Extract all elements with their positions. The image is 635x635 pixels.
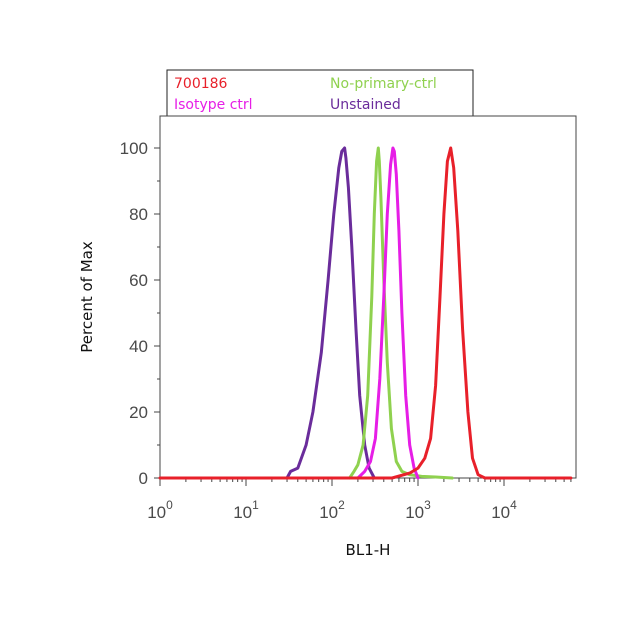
x-tick-label: 100: [147, 498, 173, 522]
legend-item-2: Isotype ctrl: [174, 97, 253, 113]
series-line-unstained: [285, 146, 376, 480]
x-tick-label: 101: [233, 498, 259, 522]
y-axis-title: Percent of Max: [78, 241, 96, 353]
x-tick-base: 10: [405, 503, 424, 522]
x-tick-base: 10: [147, 503, 166, 522]
series-line-isotype-ctrl: [356, 146, 420, 480]
y-tick-label: 20: [129, 403, 148, 422]
legend-box: [166, 69, 474, 117]
x-tick-label: 102: [319, 498, 345, 522]
x-tick-exponent: 1: [252, 498, 259, 512]
x-tick-base: 10: [491, 503, 510, 522]
x-tick-exponent: 3: [424, 498, 431, 512]
legend-item-1: No-primary-ctrl: [330, 76, 437, 92]
y-tick-label: 60: [129, 271, 148, 290]
x-tick-exponent: 0: [166, 498, 173, 512]
x-tick-base: 10: [319, 503, 338, 522]
series-layer: [158, 146, 573, 480]
y-tick-label: 40: [129, 337, 148, 356]
y-tick-label: 100: [120, 139, 148, 158]
x-tick-exponent: 4: [510, 498, 517, 512]
y-tick-label: 0: [139, 469, 148, 488]
x-tick-label: 103: [405, 498, 431, 522]
legend-item-0: 700186: [174, 76, 228, 92]
x-axis-title: BL1-H: [346, 541, 391, 559]
x-tick-exponent: 2: [338, 498, 345, 512]
y-tick-label: 80: [129, 205, 148, 224]
x-tick-label: 104: [491, 498, 517, 522]
legend-item-3: Unstained: [330, 97, 401, 113]
x-tick-base: 10: [233, 503, 252, 522]
legend: 700186 No-primary-ctrl Isotype ctrl Unst…: [166, 69, 474, 117]
series-line-700186: [158, 146, 573, 480]
